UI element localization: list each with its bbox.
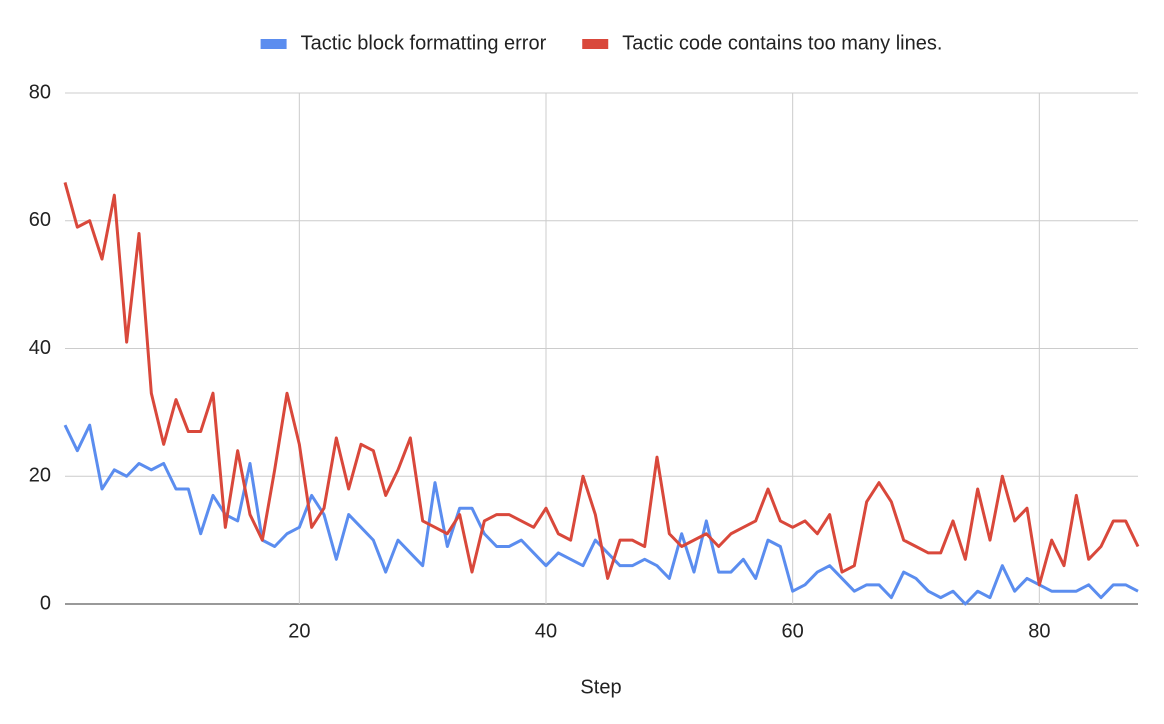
x-tick-label: 80 <box>1028 620 1050 642</box>
y-tick-label: 60 <box>29 209 51 231</box>
data-line <box>63 182 1140 587</box>
x-tick-label: 40 <box>535 620 557 642</box>
legend-label: Tactic block formatting error <box>301 32 547 54</box>
y-tick-label: 20 <box>29 465 51 487</box>
y-tick-label: 40 <box>29 337 51 359</box>
x-tick-label: 60 <box>782 620 804 642</box>
x-tick-label: 20 <box>288 620 310 642</box>
legend-label: Tactic code contains too many lines. <box>622 32 942 54</box>
legend-swatch <box>582 39 609 49</box>
y-tick-label: 0 <box>40 592 51 614</box>
x-axis-title: Step <box>580 676 621 698</box>
legend-swatch <box>260 39 287 49</box>
y-tick-label: 80 <box>29 81 51 103</box>
